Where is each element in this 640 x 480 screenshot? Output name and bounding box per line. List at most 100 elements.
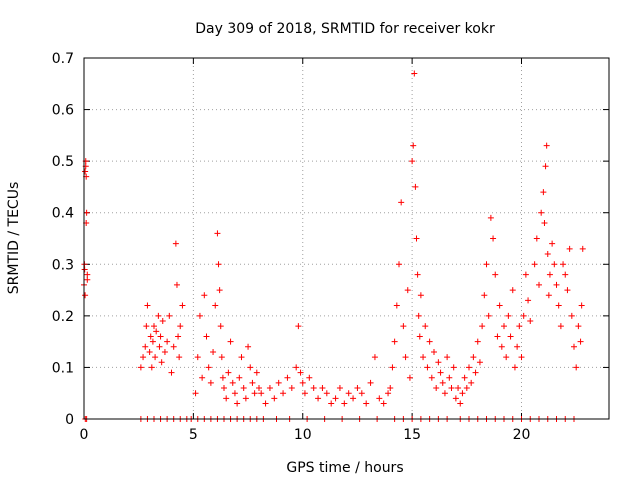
data-point — [227, 338, 234, 345]
x-tick-label: 0 — [80, 427, 89, 443]
data-point — [412, 183, 419, 190]
data-point — [422, 323, 429, 330]
data-point — [251, 390, 258, 397]
y-tick-label: 0.4 — [52, 206, 74, 222]
data-point — [258, 390, 265, 397]
data-point — [402, 354, 409, 361]
data-point — [363, 400, 370, 407]
data-point — [140, 354, 147, 361]
data-point — [84, 276, 91, 283]
data-point — [387, 385, 394, 392]
data-point — [505, 312, 512, 319]
data-point — [238, 354, 245, 361]
data-point — [540, 189, 547, 196]
data-point — [323, 390, 330, 397]
data-point — [256, 385, 262, 392]
data-point — [341, 400, 348, 407]
y-tick-label: 0.5 — [52, 154, 74, 170]
data-point — [525, 297, 532, 304]
data-point — [253, 369, 260, 376]
data-point — [492, 271, 499, 278]
data-point — [151, 323, 157, 330]
data-point — [175, 333, 182, 340]
data-point — [416, 333, 423, 340]
data-point — [459, 390, 466, 397]
data-point — [142, 343, 149, 350]
data-point — [542, 163, 549, 170]
data-point — [153, 328, 160, 335]
data-point — [514, 343, 521, 350]
data-point — [536, 281, 542, 288]
data-point — [516, 323, 523, 330]
data-point — [389, 364, 396, 371]
data-point — [509, 287, 516, 294]
data-point — [196, 312, 203, 319]
data-point — [531, 261, 538, 268]
data-point — [306, 374, 313, 381]
plot-frame — [83, 57, 610, 420]
data-point — [579, 245, 586, 252]
data-point — [511, 364, 518, 371]
x-tick-label: 15 — [403, 427, 421, 443]
data-point — [431, 348, 437, 355]
data-point — [245, 343, 252, 350]
data-point — [81, 266, 88, 273]
data-point — [229, 379, 236, 386]
data-point — [391, 338, 398, 345]
data-point — [177, 323, 184, 330]
data-point — [545, 292, 552, 299]
data-point — [406, 374, 413, 381]
data-point — [446, 374, 453, 381]
data-point — [476, 359, 483, 366]
data-point — [538, 209, 545, 216]
data-point — [577, 338, 584, 345]
data-point — [159, 318, 166, 325]
data-point — [168, 369, 175, 376]
data-point — [396, 261, 402, 268]
data-point — [271, 395, 278, 402]
data-point — [143, 323, 150, 330]
data-point — [575, 323, 582, 330]
data-point — [560, 261, 567, 268]
data-point — [218, 354, 225, 361]
data-point — [242, 395, 249, 402]
data-point — [328, 400, 335, 407]
data-point — [214, 230, 221, 237]
data-point — [199, 374, 206, 381]
data-point — [498, 343, 505, 350]
data-point — [219, 374, 226, 381]
data-point — [155, 312, 162, 319]
y-axis-label: SRMTID / TECUs — [6, 182, 22, 295]
data-point — [452, 395, 459, 402]
data-point — [468, 379, 475, 386]
data-point — [564, 287, 571, 294]
data-point — [205, 364, 212, 371]
data-point — [439, 379, 446, 386]
data-point — [398, 199, 405, 206]
data-point — [483, 261, 490, 268]
data-point — [170, 343, 177, 350]
x-axis-label: GPS time / hours — [286, 460, 403, 476]
grid-layer — [84, 58, 609, 419]
data-point — [203, 333, 210, 340]
data-point — [275, 379, 282, 386]
data-point — [310, 385, 317, 392]
data-point — [435, 359, 442, 366]
data-point — [350, 395, 357, 402]
data-point — [543, 142, 550, 149]
data-point — [376, 395, 383, 402]
data-point — [234, 400, 241, 407]
data-point — [571, 343, 577, 350]
data-point — [414, 271, 421, 278]
y-tick-label: 0.1 — [52, 360, 74, 376]
data-point — [503, 354, 510, 361]
data-point — [562, 271, 569, 278]
data-point — [494, 333, 501, 340]
data-point — [225, 369, 232, 376]
y-tick-label: 0.2 — [52, 309, 74, 325]
data-point — [156, 343, 163, 350]
data-point — [463, 385, 470, 392]
data-point — [367, 379, 374, 386]
data-point — [450, 364, 457, 371]
data-point — [568, 312, 575, 319]
